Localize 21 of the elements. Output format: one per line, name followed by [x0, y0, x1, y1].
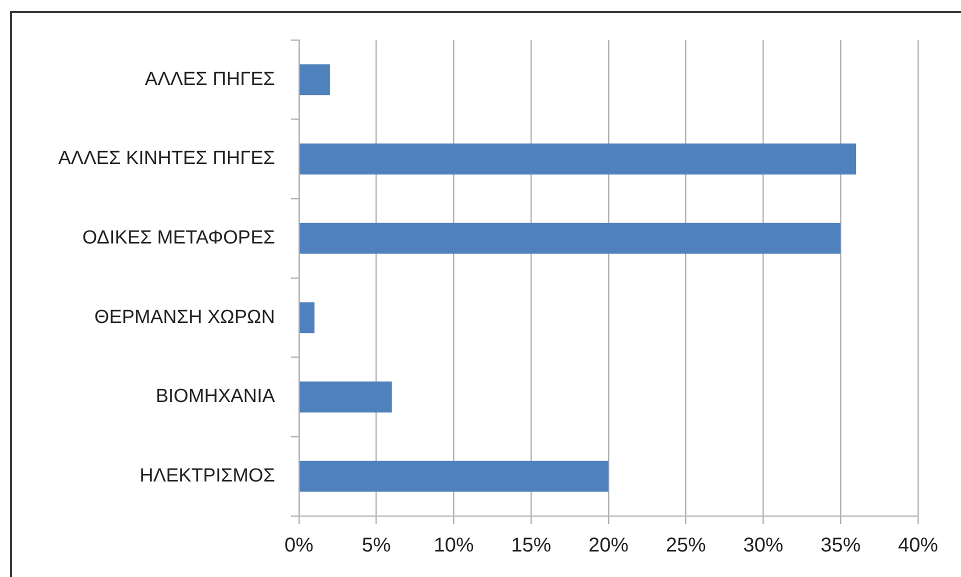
- x-tick-label: 25%: [666, 534, 706, 557]
- x-tick-label: 20%: [588, 534, 629, 557]
- x-tick-label: 35%: [820, 534, 861, 557]
- y-tick-label: ΗΛΕΚΤΡΙΣΜΟΣ: [140, 466, 275, 487]
- bar: [300, 302, 314, 334]
- y-tick-label: ΑΛΛΕΣ ΠΗΓΕΣ: [144, 68, 275, 90]
- bar: [300, 382, 392, 412]
- x-tick-label: 30%: [743, 534, 784, 557]
- x-tick-label: 0%: [284, 534, 314, 557]
- x-tick-label: 15%: [511, 534, 552, 557]
- y-tick-label: ΑΛΛΕΣ ΚΙΝΗΤΕΣ ΠΗΓΕΣ: [58, 148, 275, 170]
- y-tick-label: ΘΕΡΜΑΝΣΗ ΧΩΡΩΝ: [94, 306, 275, 328]
- bar: [300, 460, 608, 492]
- bar: [300, 144, 856, 174]
- x-tick-label: 40%: [898, 534, 938, 557]
- x-tick-label: 5%: [362, 534, 392, 557]
- y-tick-label: ΟΔΙΚΕΣ ΜΕΤΑΦΟΡΕΣ: [82, 228, 275, 249]
- x-tick-label: 10%: [434, 534, 474, 557]
- bar: [300, 222, 841, 254]
- bar: [300, 64, 330, 96]
- y-tick-label: ΒΙΟΜΗΧΑΝΙΑ: [156, 386, 276, 408]
